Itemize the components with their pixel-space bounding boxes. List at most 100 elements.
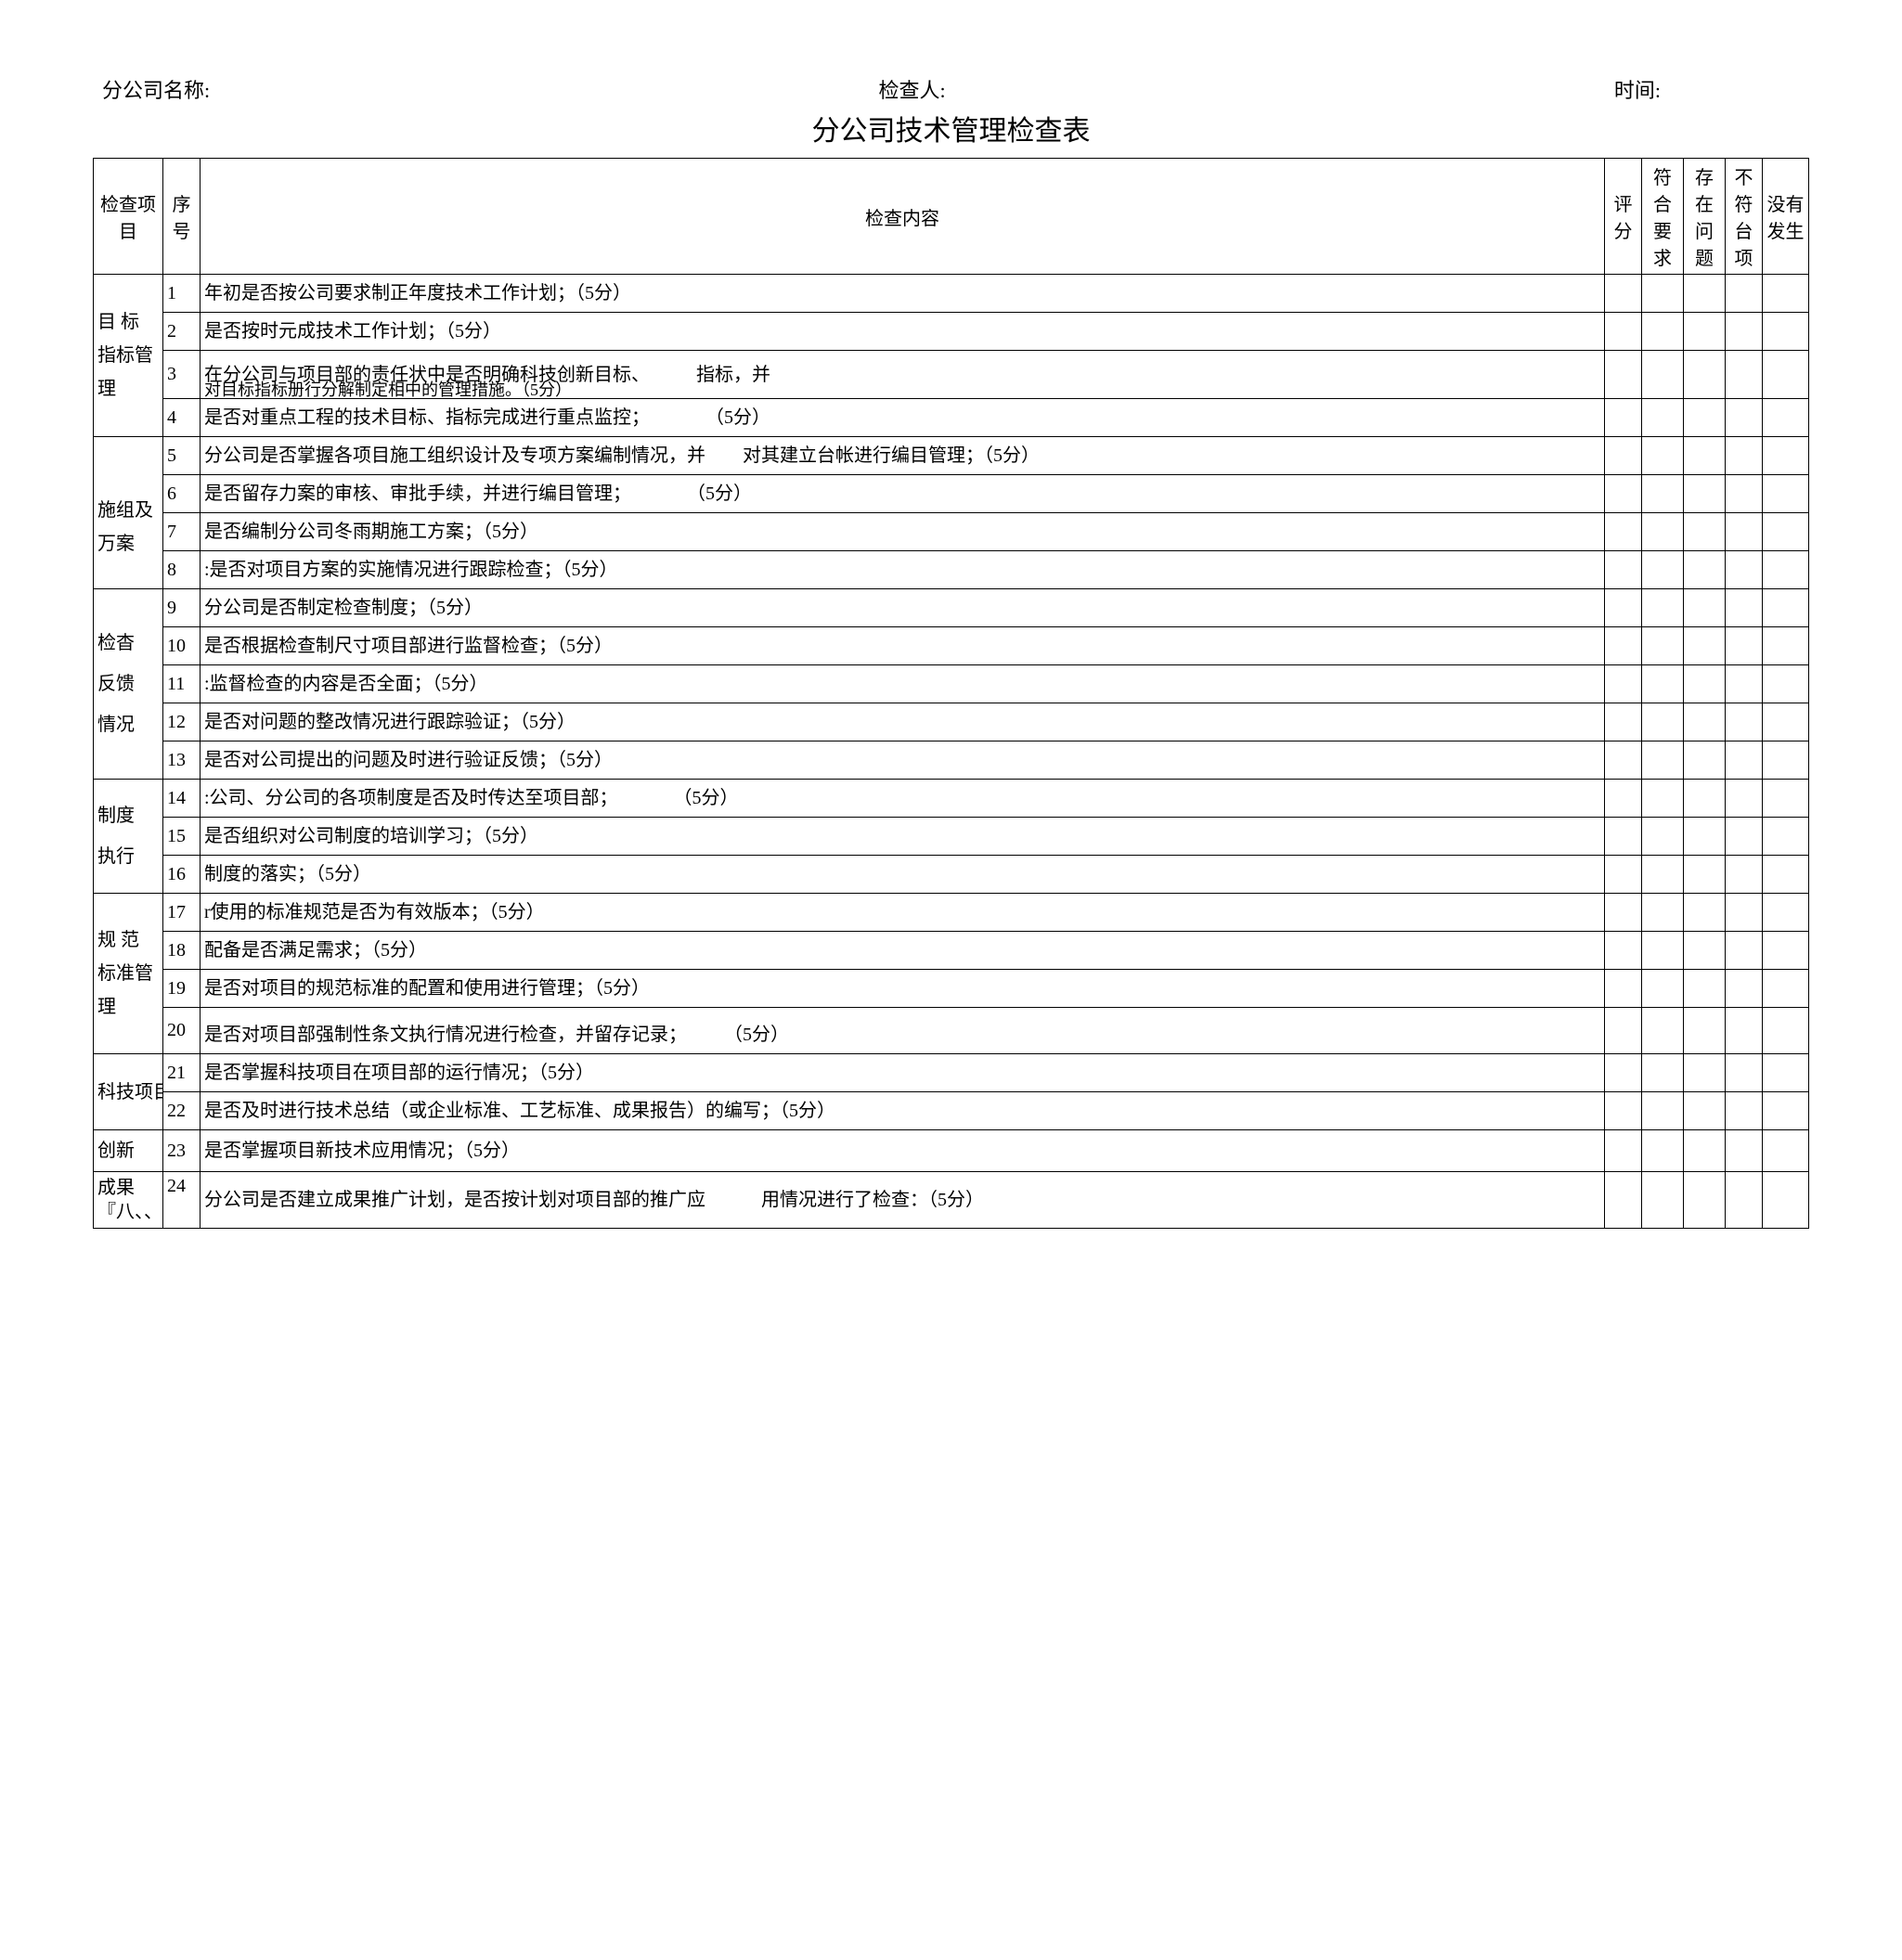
content-cell: 是否留存力案的审核、审批手续，并进行编目管理； （5分） <box>201 475 1605 513</box>
content-cell: 是否按时元成技术工作计划；（5分） <box>201 313 1605 351</box>
seq-cell: 12 <box>163 703 201 741</box>
page-title: 分公司技术管理检查表 <box>93 108 1809 148</box>
table-row: 15 是否组织对公司制度的培训学习；（5分） <box>94 818 1809 856</box>
th-nc: 不符台项 <box>1726 159 1763 275</box>
cat8-l2: 『八、、4 <box>97 1200 161 1224</box>
cat4-l2: 执行 <box>97 840 161 873</box>
seq-cell: 13 <box>163 741 201 780</box>
seq-cell: 18 <box>163 932 201 970</box>
content-cell: :公司、分公司的各项制度是否及时传达至项目部； （5分） <box>201 780 1605 818</box>
seq-cell: 23 <box>163 1130 201 1172</box>
content-cell: 是否根据检查制尺寸项目部进行监督检查；（5分） <box>201 627 1605 665</box>
table-row: 施组及 万案 5 分公司是否掌握各项目施工组织设计及专项方案编制情况，并 对其建… <box>94 437 1809 475</box>
cat2-l1: 施组及 <box>97 494 161 527</box>
table-row: 检杳 反馈 情况 9 分公司是否制定检查制度；（5分） <box>94 589 1809 627</box>
seq-cell: 21 <box>163 1054 201 1092</box>
content-cell: 是否对公司提出的问题及时进行验证反馈；（5分） <box>201 741 1605 780</box>
table-row: 20 是否对项目部强制性条文执行情况进行检查，并留存记录； （5分） <box>94 1008 1809 1054</box>
category-cell: 施组及 万案 <box>94 437 163 589</box>
table-row: 2 是否按时元成技术工作计划；（5分） <box>94 313 1809 351</box>
company-label: 分公司名称: <box>102 74 210 104</box>
seq-cell: 15 <box>163 818 201 856</box>
score-cell <box>1605 275 1642 313</box>
cat3-l3: 情况 <box>97 708 161 741</box>
content-cell: :是否对项目方案的实施情况进行跟踪检查；（5分） <box>201 551 1605 589</box>
content-cell: 是否及时进行技术总结（或企业标准、工艺标准、成果报告）的编写；（5分） <box>201 1092 1605 1130</box>
cat3-l2: 反馈 <box>97 667 161 701</box>
inspector-label: 检查人: <box>878 74 945 104</box>
table-row: 规 范 标准管理 17 r使用的标准规范是否为有效版本；（5分） <box>94 894 1809 932</box>
content-cell: 配备是否满足需求；（5分） <box>201 932 1605 970</box>
cat8-l1: 成果 <box>97 1176 161 1200</box>
content-cell: 是否对项目部强制性条文执行情况进行检查，并留存记录； （5分） <box>201 1008 1605 1054</box>
cat2-l2: 万案 <box>97 527 161 561</box>
category-cell: 制度 执行 <box>94 780 163 894</box>
inspection-table: 检查项目 序号 检查内容 评分 符合要求 存在问题 不符台项 没有发生 目 标 … <box>93 158 1809 1229</box>
content-cell: 是否对重点工程的技术目标、指标完成进行重点监控； （5分） <box>201 399 1605 437</box>
table-row: 目 标 指标管理 1 年初是否按公司要求制正年度技术工作计划；（5分） <box>94 275 1809 313</box>
table-row: 6 是否留存力案的审核、审批手续，并进行编目管理； （5分） <box>94 475 1809 513</box>
table-row: 制度 执行 14 :公司、分公司的各项制度是否及时传达至项目部； （5分） <box>94 780 1809 818</box>
seq-cell: 9 <box>163 589 201 627</box>
seq-cell: 22 <box>163 1092 201 1130</box>
category-cell: 创新 <box>94 1130 163 1172</box>
table-row: 科技项目 21 是否掌握科技项目在项目部的运行情况；（5分） <box>94 1054 1809 1092</box>
table-row: 4 是否对重点工程的技术目标、指标完成进行重点监控； （5分） <box>94 399 1809 437</box>
th-issue: 存在问题 <box>1684 159 1726 275</box>
th-content: 检查内容 <box>201 159 1605 275</box>
table-row: 13 是否对公司提出的问题及时进行验证反馈；（5分） <box>94 741 1809 780</box>
table-row: 11 :监督检查的内容是否全面；（5分） <box>94 665 1809 703</box>
content-cell: 是否掌握项目新技术应用情况；（5分） <box>201 1130 1605 1172</box>
table-row: 12 是否对问题的整改情况进行跟踪验证；（5分） <box>94 703 1809 741</box>
seq-cell: 8 <box>163 551 201 589</box>
header-row: 分公司名称: 检查人: 时间: <box>93 74 1809 104</box>
seq-cell: 11 <box>163 665 201 703</box>
th-seq: 序号 <box>163 159 201 275</box>
cat3-l1: 检杳 <box>97 626 161 660</box>
content-cell: 是否组织对公司制度的培训学习；（5分） <box>201 818 1605 856</box>
table-row: 18 配备是否满足需求；（5分） <box>94 932 1809 970</box>
seq-cell: 10 <box>163 627 201 665</box>
seq-cell: 14 <box>163 780 201 818</box>
content-cell: 是否掌握科技项目在项目部的运行情况；（5分） <box>201 1054 1605 1092</box>
content-cell: :监督检查的内容是否全面；（5分） <box>201 665 1605 703</box>
category-cell: 检杳 反馈 情况 <box>94 589 163 780</box>
content-cell: 是否对项目的规范标准的配置和使用进行管理；（5分） <box>201 970 1605 1008</box>
seq-cell: 16 <box>163 856 201 894</box>
content-cell: 分公司是否掌握各项目施工组织设计及专项方案编制情况，并 对其建立台帐进行编目管理… <box>201 437 1605 475</box>
table-row: 10 是否根据检查制尺寸项目部进行监督检查；（5分） <box>94 627 1809 665</box>
th-score: 评分 <box>1605 159 1642 275</box>
category-cell: 成果 『八、、4 <box>94 1172 163 1229</box>
seq-cell: 1 <box>163 275 201 313</box>
category-cell: 科技项目 <box>94 1054 163 1130</box>
seq-cell: 19 <box>163 970 201 1008</box>
content-cell: 是否对问题的整改情况进行跟踪验证；（5分） <box>201 703 1605 741</box>
seq-cell: 24 <box>163 1172 201 1229</box>
table-row: 22 是否及时进行技术总结（或企业标准、工艺标准、成果报告）的编写；（5分） <box>94 1092 1809 1130</box>
content-line2: 对目标指标册行分解制定相中的管理措施。（5分） <box>204 379 572 399</box>
seq-cell: 4 <box>163 399 201 437</box>
th-none: 没有发生 <box>1763 159 1809 275</box>
content-cell: r使用的标准规范是否为有效版本；（5分） <box>201 894 1605 932</box>
table-row: 19 是否对项目的规范标准的配置和使用进行管理；（5分） <box>94 970 1809 1008</box>
seq-cell: 17 <box>163 894 201 932</box>
content-cell: 年初是否按公司要求制正年度技术工作计划；（5分） <box>201 275 1605 313</box>
table-row: 7 是否编制分公司冬雨期施工方案；（5分） <box>94 513 1809 551</box>
table-row: 成果 『八、、4 24 分公司是否建立成果推广计划，是否按计划对项目部的推广应 … <box>94 1172 1809 1229</box>
category-cell: 目 标 指标管理 <box>94 275 163 437</box>
seq-cell: 5 <box>163 437 201 475</box>
category-cell: 规 范 标准管理 <box>94 894 163 1054</box>
table-row: 创新 23 是否掌握项目新技术应用情况；（5分） <box>94 1130 1809 1172</box>
seq-cell: 20 <box>163 1008 201 1054</box>
seq-cell: 7 <box>163 513 201 551</box>
th-meet: 符合要求 <box>1642 159 1684 275</box>
seq-cell: 3 <box>163 351 201 399</box>
content-cell: 分公司是否制定检查制度；（5分） <box>201 589 1605 627</box>
content-cell: 制度的落实；（5分） <box>201 856 1605 894</box>
cat4-l1: 制度 <box>97 799 161 832</box>
seq-cell: 6 <box>163 475 201 513</box>
content-cell: 在分公司与项目部的责任状中是否明确科技创新目标、 指标，并 对目标指标册行分解制… <box>201 351 1605 399</box>
table-row: 8 :是否对项目方案的实施情况进行跟踪检查；（5分） <box>94 551 1809 589</box>
seq-cell: 2 <box>163 313 201 351</box>
time-label: 时间: <box>1614 74 1661 104</box>
